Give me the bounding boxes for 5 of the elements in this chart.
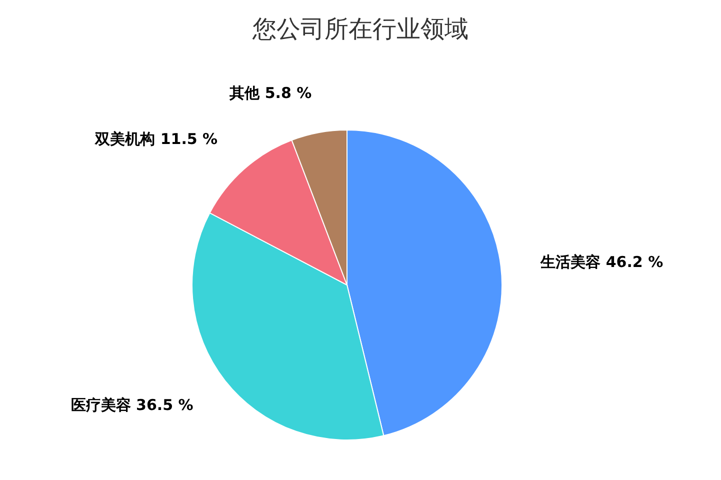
slice-label: 医疗美容 36.5 % [70, 396, 194, 414]
slice-label: 双美机构 11.5 % [94, 130, 218, 148]
slice-label: 生活美容 46.2 % [540, 252, 664, 271]
chart-title: 您公司所在行业领域 [252, 15, 468, 43]
slice-label: 其他 5.8 % [228, 84, 312, 102]
